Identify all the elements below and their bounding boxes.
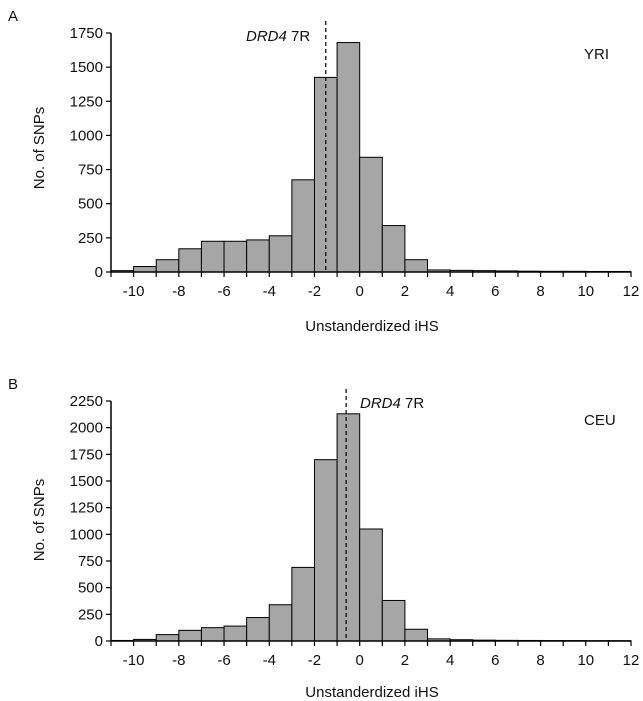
x-tick-label-b-12: 12 [623, 652, 640, 669]
bar-b-3 [178, 629, 202, 642]
bar-a-1 [133, 266, 157, 273]
bars-b [110, 413, 632, 642]
x-tick-label-b-2: 2 [401, 652, 409, 669]
bar-b-11 [359, 528, 383, 642]
x-tick-label-b--10: -10 [123, 652, 145, 669]
panel-letter-b: B [8, 376, 18, 393]
population-label-yri: YRI [584, 46, 609, 63]
y-tick-label-a-1750: 1750 [70, 25, 103, 42]
x-tick-label-a-4: 4 [446, 283, 454, 300]
bar-b-7 [268, 604, 293, 642]
y-tick-label-a-500: 500 [78, 196, 103, 213]
marker-allele-a: 7R [287, 28, 311, 45]
bar-a-2 [155, 259, 180, 273]
marker-gene-a: DRD4 [246, 28, 287, 45]
y-tick-label-b-750: 750 [78, 553, 103, 570]
x-tick-label-a-12: 12 [623, 283, 640, 300]
bar-b-10 [336, 413, 361, 642]
x-tick-label-a-2: 2 [401, 283, 409, 300]
bar-a-7 [268, 235, 293, 273]
x-tick-label-a-6: 6 [491, 283, 499, 300]
bar-a-8 [291, 179, 315, 273]
bar-a-4 [200, 240, 225, 273]
y-tick-label-b-1500: 1500 [70, 473, 103, 490]
histogram-panel-b: B CEU Unstanderdized iHS No. of SNPs DRD… [8, 376, 639, 701]
marker-label-a: DRD4 7R [246, 28, 310, 45]
bar-b-9 [313, 459, 338, 642]
x-axis-label-a: Unstanderdized iHS [305, 318, 438, 335]
y-tick-label-a-1250: 1250 [70, 93, 103, 110]
x-tick-label-b--4: -4 [263, 652, 276, 669]
x-tick-label-b-4: 4 [446, 652, 454, 669]
bar-a-13 [404, 259, 429, 273]
x-tick-label-b-10: 10 [577, 652, 594, 669]
y-axis-label-a: No. of SNPs [31, 107, 48, 190]
bar-b-5 [223, 625, 248, 642]
axes-b: 0 250 500 750 1000 1250 1500 1750 2000 2250 -10 -8 -… [70, 393, 640, 669]
bar-b-8 [291, 566, 315, 642]
bar-a-6 [246, 239, 270, 273]
y-tick-label-a-750: 750 [78, 162, 103, 179]
bar-a-11 [359, 156, 383, 273]
axes-a: 0 250 500 750 1000 1250 1500 1750 -10 -8 -6 -4 -2 0 2 4… [70, 25, 640, 300]
x-tick-label-a--6: -6 [217, 283, 230, 300]
y-tick-label-a-1500: 1500 [70, 59, 103, 76]
x-tick-label-a--4: -4 [263, 283, 276, 300]
x-tick-label-b--2: -2 [308, 652, 321, 669]
y-tick-label-a-250: 250 [78, 230, 103, 247]
marker-label-b: DRD4 7R [360, 395, 424, 412]
y-tick-label-a-1000: 1000 [70, 127, 103, 144]
y-tick-label-b-250: 250 [78, 606, 103, 623]
y-tick-label-b-1250: 1250 [70, 500, 103, 517]
bars-a [110, 42, 632, 273]
population-label-ceu: CEU [584, 412, 616, 429]
bar-b-2 [155, 634, 180, 642]
x-tick-label-a--10: -10 [123, 283, 145, 300]
x-tick-label-b--8: -8 [172, 652, 185, 669]
bar-a-10 [336, 42, 361, 273]
y-axis-label-b: No. of SNPs [31, 479, 48, 562]
bar-b-6 [246, 617, 270, 642]
y-tick-label-b-500: 500 [78, 580, 103, 597]
y-tick-label-b-2000: 2000 [70, 420, 103, 437]
marker-gene-b: DRD4 [360, 395, 401, 412]
x-tick-label-b-6: 6 [491, 652, 499, 669]
x-tick-label-a-0: 0 [356, 283, 364, 300]
bar-b-4 [200, 627, 225, 642]
y-tick-label-b-0: 0 [95, 633, 103, 650]
x-tick-label-a-10: 10 [577, 283, 594, 300]
histogram-panel-a: A YRI Unstanderdized iHS No. of SNPs DRD… [8, 8, 639, 335]
panel-letter-a: A [8, 8, 18, 25]
bar-a-3 [178, 248, 202, 273]
x-axis-label-b: Unstanderdized iHS [305, 684, 438, 701]
x-tick-label-a-8: 8 [536, 283, 544, 300]
x-tick-label-b-8: 8 [536, 652, 544, 669]
x-tick-label-b--6: -6 [217, 652, 230, 669]
y-tick-label-a-0: 0 [95, 264, 103, 281]
x-tick-label-a--2: -2 [308, 283, 321, 300]
y-tick-label-b-1000: 1000 [70, 526, 103, 543]
x-tick-label-a--8: -8 [172, 283, 185, 300]
marker-allele-b: 7R [401, 395, 425, 412]
bar-a-12 [381, 225, 406, 273]
bar-a-5 [223, 240, 248, 273]
y-tick-label-b-2250: 2250 [70, 393, 103, 410]
bar-b-12 [381, 599, 406, 642]
x-tick-label-b-0: 0 [356, 652, 364, 669]
bar-b-13 [404, 628, 429, 642]
y-tick-label-b-1750: 1750 [70, 446, 103, 463]
